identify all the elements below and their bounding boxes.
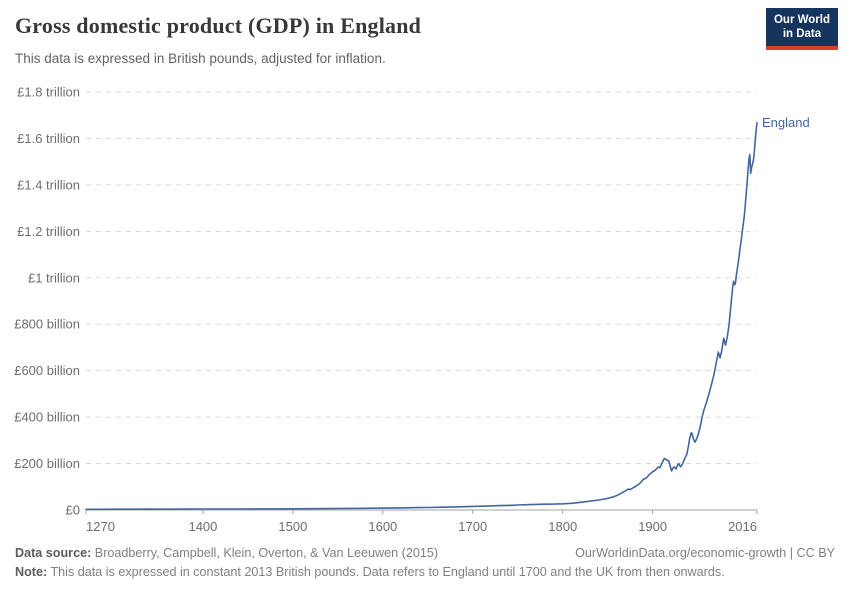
footer-source-row: Data source: Broadberry, Campbell, Klein…: [15, 544, 835, 563]
footer-note-row: Note: This data is expressed in constant…: [15, 564, 725, 579]
gdp-line-chart: £0 £200 billion £400 billion £600 billion £8…: [14, 85, 758, 534]
x-tick-label: 1600: [368, 519, 397, 534]
y-tick-label: £1.8 trillion: [17, 85, 80, 100]
x-tick-label: 1400: [188, 519, 217, 534]
x-tick-label: 2016: [728, 519, 757, 534]
x-tick-label: 1270: [86, 519, 115, 534]
y-tick-label: £400 billion: [14, 410, 80, 425]
y-tick-label: £600 billion: [14, 363, 80, 378]
note-label: Note:: [15, 564, 48, 579]
y-tick-label: £800 billion: [14, 317, 80, 332]
owid-link[interactable]: OurWorldinData.org/economic-growth | CC …: [575, 546, 835, 560]
data-source-text: Data source: Broadberry, Campbell, Klein…: [15, 546, 439, 560]
y-tick-label: £0: [66, 503, 80, 518]
y-tick-label: £200 billion: [14, 456, 80, 471]
owid-logo[interactable]: Our World in Data: [765, 8, 838, 50]
page-subtitle: This data is expressed in British pounds…: [15, 51, 386, 66]
y-tick-label: £1.2 trillion: [17, 224, 80, 239]
gdp-line-series[interactable]: [85, 121, 758, 511]
x-tick-label: 1500: [278, 519, 307, 534]
chart-footer: Data source: Broadberry, Campbell, Klein…: [15, 544, 835, 582]
y-tick-label: £1.6 trillion: [17, 131, 80, 146]
owid-logo-line2: in Data: [782, 28, 822, 41]
x-tick-label: 1900: [638, 519, 667, 534]
page-title: Gross domestic product (GDP) in England: [15, 13, 422, 38]
x-tick-label: 1800: [548, 519, 577, 534]
y-tick-label: £1 trillion: [28, 270, 80, 285]
y-tick-label: £1.4 trillion: [17, 177, 80, 192]
owid-logo-line1: Our World: [773, 14, 830, 26]
x-tick-label: 1700: [458, 519, 487, 534]
series-label-england[interactable]: England: [762, 114, 810, 130]
data-source-label: Data source:: [15, 546, 92, 560]
